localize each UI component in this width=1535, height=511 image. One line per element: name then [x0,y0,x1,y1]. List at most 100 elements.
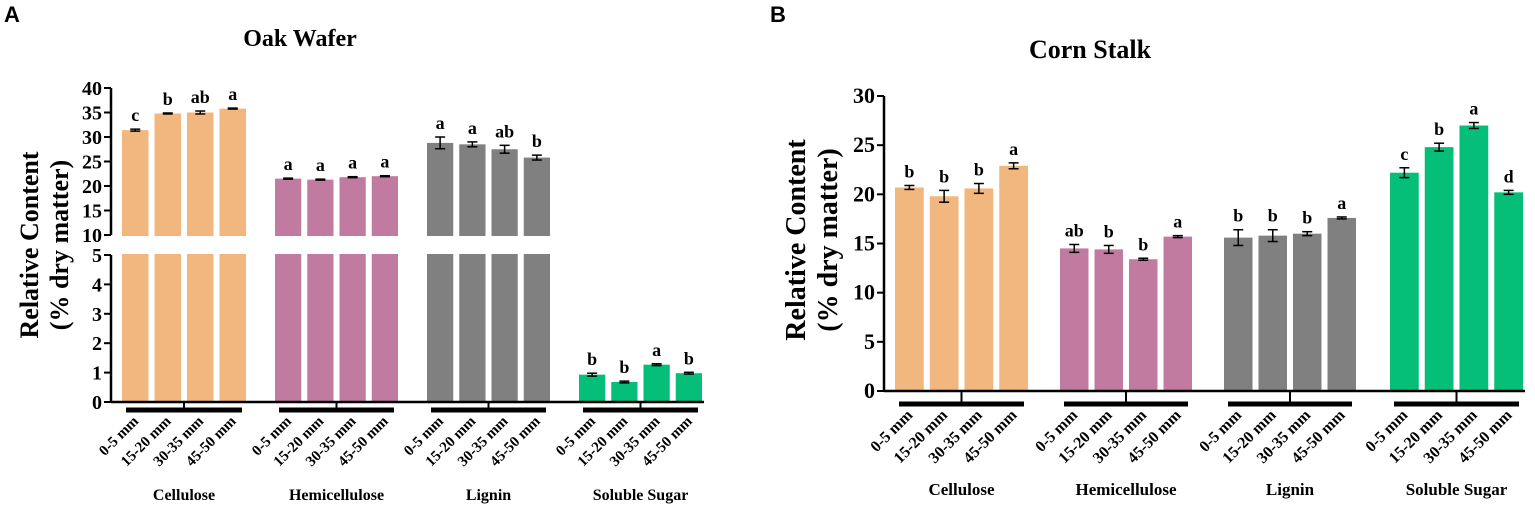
significance-letter: b [904,161,914,181]
significance-letter: a [316,155,325,175]
significance-letter: b [1302,208,1312,228]
group-label: Lignin [1266,480,1315,499]
bar [1293,233,1322,391]
bar [307,179,334,402]
y-tick-label: 1 [92,363,102,385]
bar [1390,172,1419,391]
significance-letter: b [532,131,542,151]
bar [219,108,246,402]
y-axis-label-a-line1: Relative Content [15,151,44,338]
significance-letter: b [1104,221,1114,241]
bar [523,157,550,402]
group-label: Lignin [466,487,511,504]
y-tick-label: 20 [853,181,875,206]
y-tick-label: 5 [864,329,875,354]
bar [579,374,606,402]
bar [1424,147,1454,391]
significance-letter: b [1138,234,1148,254]
significance-letter: a [436,113,445,133]
bar [1327,217,1356,391]
significance-letter: c [1400,144,1408,164]
chart-title-a: Oak Wafer [243,26,357,52]
bar [1060,248,1089,391]
y-tick-label: 15 [82,201,102,223]
group-label: Hemicellulose [289,487,384,504]
chart-title-b: Corn Stalk [1029,35,1152,64]
axis-break-gap [107,236,706,254]
bar [371,176,398,402]
y-tick-label: 2 [92,333,102,355]
bar [895,187,924,391]
bar [643,364,670,402]
group-label: Soluble Sugar [1406,480,1508,499]
y-tick-label: 10 [853,280,875,305]
bar [459,144,486,402]
bar [929,196,959,391]
y-tick-label: 3 [92,304,102,326]
y-axis-label-b-line1: Relative Content [781,139,812,341]
significance-letter: b [619,357,629,377]
y-tick-label: 0 [92,392,102,414]
group-label: Hemicellulose [1075,480,1176,499]
panel-label-a: A [4,2,20,27]
group-label: Cellulose [928,480,995,499]
y-tick-label: 0 [864,378,875,403]
y-axis-label-b-line2: (% dry matter) [813,148,844,331]
significance-letter: d [1504,166,1514,186]
significance-letter: b [1233,206,1243,226]
bar [1163,236,1192,391]
bar [491,149,518,402]
y-tick-label: 20 [82,176,102,198]
bar [964,188,994,391]
bar [1258,235,1287,391]
y-tick-label: 15 [853,231,875,256]
significance-letter: c [131,105,139,125]
y-tick-label: 5 [92,245,102,267]
bar [675,373,702,402]
significance-letter: a [228,84,237,104]
bar [122,130,149,402]
significance-letter: b [587,349,597,369]
y-tick-label: 10 [82,225,102,247]
bar [1094,249,1123,391]
bar [1459,125,1489,391]
bar [1224,237,1253,391]
y-axis-label-a-line2: (% dry matter) [45,160,74,330]
group-label: Cellulose [153,487,215,504]
y-tick-label: 35 [82,103,102,125]
significance-letter: b [1434,119,1444,139]
significance-letter: a [380,152,389,172]
bar [1494,192,1523,391]
significance-letter: b [684,348,694,368]
bar [275,178,302,402]
bar [611,382,638,402]
significance-letter: ab [1065,220,1084,240]
significance-letter: a [1173,212,1182,232]
significance-letter: b [939,166,949,186]
significance-letter: a [284,154,293,174]
y-tick-label: 30 [82,127,102,149]
bar [999,165,1028,391]
significance-letter: a [1469,99,1478,119]
bar [187,112,214,402]
bar [154,113,181,402]
panel-label-b: B [770,2,786,27]
significance-letter: ab [191,87,210,107]
bar [1129,259,1158,391]
y-tick-label: 25 [82,152,102,174]
y-tick-label: 25 [853,132,875,157]
significance-letter: a [468,118,477,138]
bar [339,177,366,402]
significance-letter: a [1009,139,1018,159]
y-tick-label: 30 [853,83,875,108]
y-tick-label: 40 [82,78,102,100]
significance-letter: b [163,89,173,109]
group-label: Soluble Sugar [593,487,689,504]
significance-letter: b [974,160,984,180]
significance-letter: a [1337,193,1346,213]
significance-letter: a [652,340,661,360]
significance-letter: b [1268,206,1278,226]
